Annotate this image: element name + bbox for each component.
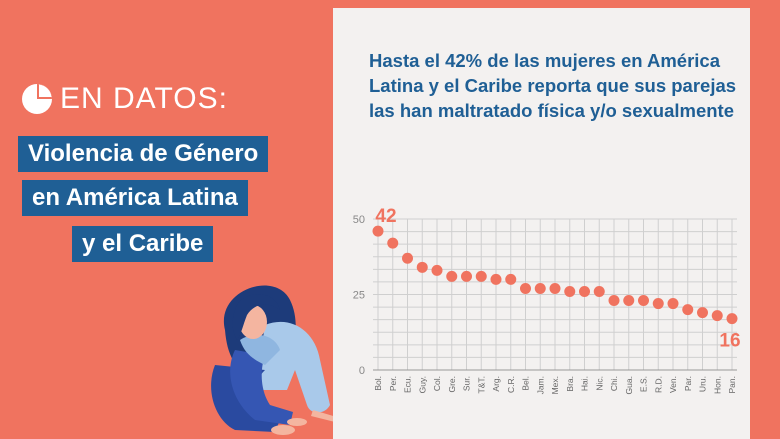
data-point (608, 295, 620, 307)
title-line-2: en América Latina (22, 180, 248, 216)
x-tick-label: Mex. (550, 376, 560, 394)
x-tick-label: Bra. (565, 376, 575, 392)
data-label-first: 42 (375, 206, 396, 227)
x-tick-label: Bel. (521, 376, 531, 391)
x-tick-label: Ecu. (403, 376, 413, 393)
data-point (431, 264, 443, 276)
x-tick-label: Col. (432, 376, 442, 391)
title-line-1: Violencia de Género (18, 136, 269, 172)
pie-chart-icon (22, 84, 52, 114)
data-point (638, 295, 649, 307)
x-tick-label: Pan. (727, 376, 737, 394)
headline: EN DATOS: (20, 82, 228, 116)
data-point (520, 282, 531, 294)
data-point (682, 304, 694, 316)
x-tick-label: Bol. (373, 376, 383, 391)
data-point (490, 273, 502, 285)
x-tick-label: Nic. (594, 376, 604, 391)
x-tick-label: Jam. (535, 376, 545, 394)
x-tick-label: Per. (388, 376, 398, 391)
data-point (564, 285, 576, 297)
chart-title: Hasta el 42% de las mujeres en América L… (369, 50, 737, 121)
data-point (726, 313, 738, 325)
data-label-last: 16 (719, 331, 740, 352)
x-tick-label: Guy. (417, 376, 427, 393)
x-tick-label: Gua. (624, 376, 634, 394)
y-tick-label: 25 (353, 290, 365, 302)
data-point (549, 282, 561, 294)
title-line-3: y el Caribe (72, 226, 214, 262)
y-tick-label: 50 (353, 214, 365, 226)
data-point (461, 270, 472, 282)
data-point (505, 273, 517, 285)
data-point (667, 298, 679, 310)
x-tick-label: Par. (683, 376, 693, 391)
data-point (579, 285, 590, 297)
x-tick-label: Hon. (712, 376, 722, 394)
headline-text: EN DATOS: (60, 82, 228, 115)
x-tick-label: Ven. (668, 376, 678, 393)
x-tick-label: Gre. (447, 376, 457, 393)
data-point (387, 237, 399, 249)
x-tick-label: Chi. (609, 376, 619, 391)
x-tick-label: Uru. (698, 376, 708, 392)
data-point (697, 307, 708, 319)
data-point (416, 261, 428, 273)
dot-chart: 0 25 50 Bol. Per. Ecu. Guy. Col. Gre. Sur. T&T. Arg… (353, 206, 741, 394)
data-point (402, 252, 413, 264)
x-tick-label: Arg. (491, 376, 501, 392)
x-tick-label: T&T. (476, 376, 486, 393)
x-tick-label: E.S. (639, 376, 649, 392)
data-point (534, 282, 546, 294)
data-point (711, 310, 723, 322)
data-point (623, 295, 635, 307)
x-tick-label: Sur. (462, 376, 472, 391)
data-point (372, 225, 384, 237)
y-tick-label: 0 (359, 365, 365, 377)
data-point (475, 270, 487, 282)
x-tick-label: Hai. (580, 376, 590, 391)
x-tick-label: C.R. (506, 376, 516, 393)
data-point (446, 270, 458, 282)
x-tick-label: R.D. (653, 376, 663, 393)
sitting-woman-illustration (211, 285, 340, 435)
chart-panel: Hasta el 42% de las mujeres en América L… (333, 8, 750, 439)
data-point (652, 298, 664, 310)
data-point (593, 285, 605, 297)
